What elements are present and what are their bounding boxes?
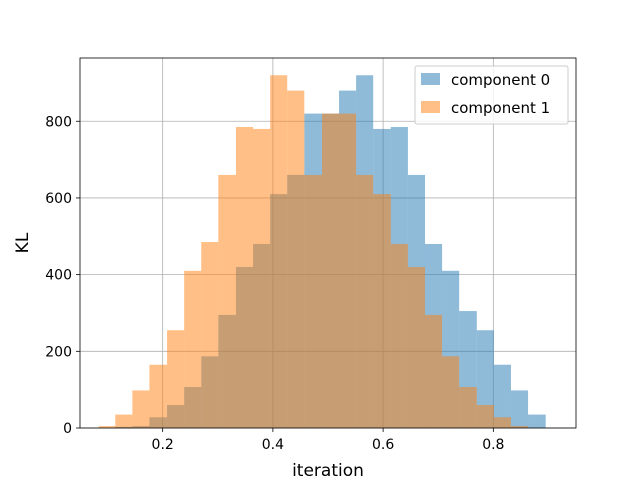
histogram-bar-component-0	[476, 330, 494, 428]
y-tick-label: 200	[45, 344, 72, 360]
x-axis-label: iteration	[292, 461, 364, 480]
histogram-bar-component-1	[373, 194, 391, 428]
axis-ticks: 0.2 0.4 0.6 0.8 0 200 400 600 800	[45, 114, 504, 453]
histogram-bar-component-1	[493, 417, 511, 428]
legend-label-component-1: component 1	[451, 99, 550, 117]
histogram-bar-component-1	[270, 75, 288, 429]
histogram-bars	[98, 75, 546, 429]
y-tick-label: 800	[45, 114, 72, 130]
x-tick-label: 0.2	[152, 437, 174, 453]
histogram-bar-component-1	[184, 270, 202, 428]
histogram-bar-component-0	[510, 390, 529, 428]
histogram-bar-component-1	[424, 314, 443, 428]
histogram-bar-component-0	[528, 414, 546, 428]
histogram-bar-component-1	[390, 243, 408, 428]
legend-label-component-0: component 0	[451, 71, 550, 89]
x-tick-label: 0.8	[482, 437, 504, 453]
legend-swatch-component-0	[421, 73, 440, 85]
y-tick-label: 600	[45, 191, 72, 207]
histogram-bar-component-1	[149, 364, 168, 428]
histogram-bar-component-1	[98, 426, 116, 428]
x-tick-label: 0.4	[262, 437, 284, 453]
histogram-bar-component-1	[407, 266, 425, 428]
histogram-bar-component-1	[253, 128, 271, 428]
legend-swatch-component-1	[421, 101, 440, 113]
legend-frame	[414, 65, 569, 125]
histogram-bar-component-1	[510, 426, 529, 428]
histogram-bar-component-1	[459, 386, 477, 428]
y-tick-label: 0	[63, 421, 72, 437]
histogram-bar-component-1	[115, 414, 133, 428]
histogram-bar-component-1	[321, 113, 340, 428]
histogram-bar-component-1	[287, 90, 305, 429]
histogram-bar-component-1	[304, 174, 322, 428]
histogram-bar-component-1	[339, 113, 357, 428]
histogram-bar-component-1	[218, 174, 236, 428]
y-tick-label: 400	[45, 268, 72, 284]
histogram-bar-component-1	[201, 242, 219, 428]
x-tick-label: 0.6	[372, 437, 394, 453]
histogram-bar-component-1	[167, 330, 185, 428]
histogram-bar-component-1	[442, 356, 460, 428]
histogram-bar-component-1	[235, 127, 254, 429]
histogram-bar-component-1	[132, 390, 150, 428]
legend: component 0 component 1	[414, 65, 569, 125]
histogram-bar-component-1	[476, 404, 494, 428]
y-axis-label: KL	[13, 232, 33, 253]
histogram-bar-component-0	[493, 364, 511, 428]
plot-area-frame	[79, 57, 577, 429]
histogram-bar-component-1	[356, 174, 374, 428]
